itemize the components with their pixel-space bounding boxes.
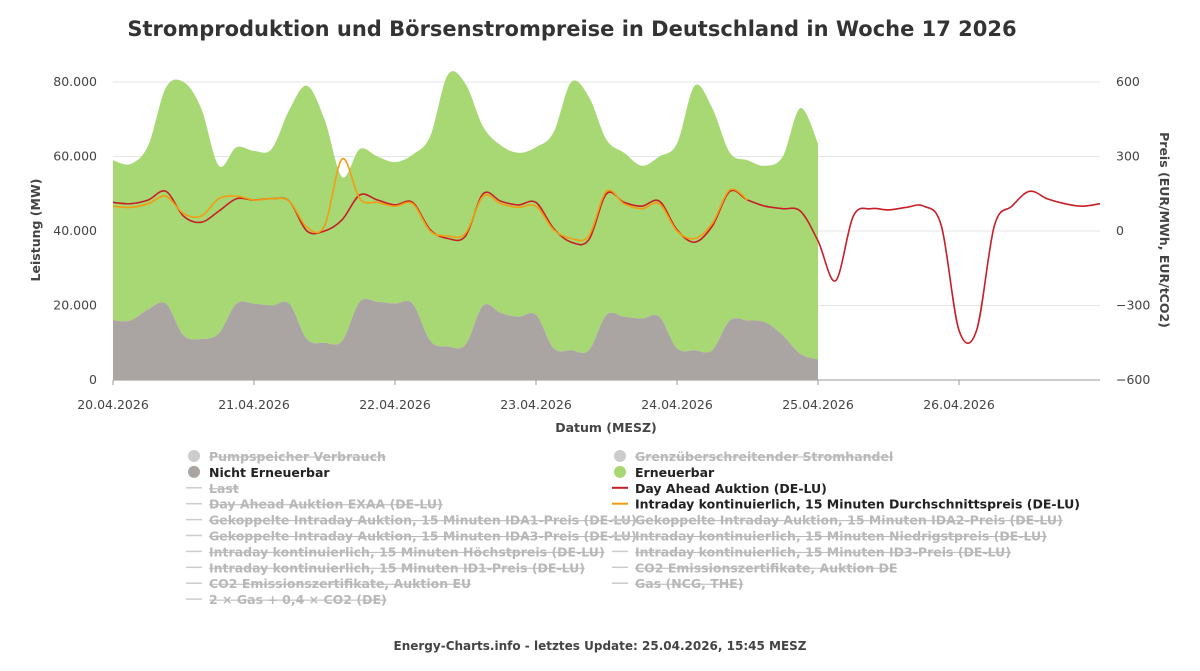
footer-update-info: Energy-Charts.info - letztes Update: 25.…: [394, 639, 807, 653]
chart-title: Stromproduktion und Börsenstrompreise in…: [127, 17, 1016, 41]
legend-dot-icon: [614, 465, 626, 478]
y-tick-label: 0: [89, 372, 97, 387]
legend-item[interactable]: CO2 Emissionszertifikate, Auktion DE: [612, 560, 898, 575]
series-line-intraday: [112, 158, 748, 242]
y-tick-label: 60.000: [53, 149, 97, 164]
y-axis-right-title: Preis (EUR/MWh, EUR/tCO2): [1157, 132, 1172, 328]
legend-item[interactable]: Intraday kontinuierlich, 15 Minuten ID1-…: [186, 560, 586, 575]
series-area-erneuerbar: [113, 71, 818, 360]
legend-item[interactable]: Gekoppelte Intraday Auktion, 15 Minuten …: [612, 513, 1063, 528]
x-tick-label: 20.04.2026: [77, 397, 149, 412]
x-tick-label: 21.04.2026: [218, 397, 290, 412]
legend-label: Nicht Erneuerbar: [209, 465, 330, 480]
legend-label: Intraday kontinuierlich, 15 Minuten Durc…: [635, 497, 1080, 512]
legend-label: Erneuerbar: [635, 465, 715, 480]
x-tick-label: 25.04.2026: [782, 397, 854, 412]
legend-item[interactable]: Intraday kontinuierlich, 15 Minuten ID3-…: [612, 544, 1012, 559]
legend-item[interactable]: Erneuerbar: [614, 465, 715, 480]
area-series: [113, 71, 818, 380]
legend-item[interactable]: Pumpspeicher Verbrauch: [188, 449, 386, 464]
legend-item[interactable]: Grenzüberschreitender Stromhandel: [614, 449, 894, 464]
y-right-tick-label: 600: [1116, 74, 1140, 89]
legend-item[interactable]: Day Ahead Auktion EXAA (DE-LU): [186, 497, 443, 512]
legend-item[interactable]: Gekoppelte Intraday Auktion, 15 Minuten …: [186, 529, 637, 544]
y-right-tick-label: −300: [1116, 298, 1150, 313]
legend-item[interactable]: 2 × Gas + 0,4 × CO2 (DE): [186, 592, 387, 607]
y-right-tick-label: −600: [1116, 372, 1150, 387]
y-right-tick-label: 300: [1116, 149, 1140, 164]
x-tick-label: 23.04.2026: [500, 397, 572, 412]
legend-label: Day Ahead Auktion (DE-LU): [635, 481, 827, 496]
y-tick-label: 20.000: [53, 298, 97, 313]
legend-item[interactable]: Intraday kontinuierlich, 15 Minuten Nied…: [612, 529, 1047, 544]
legend-dot-icon: [614, 450, 626, 462]
legend-item[interactable]: Day Ahead Auktion (DE-LU): [612, 481, 827, 496]
y-axis-title: Leistung (MW): [28, 179, 43, 282]
y-tick-label: 80.000: [53, 74, 97, 89]
x-tick-label: 24.04.2026: [641, 397, 713, 412]
legend-item[interactable]: CO2 Emissionszertifikate, Auktion EU: [186, 576, 472, 591]
legend-dot-icon: [188, 465, 200, 478]
y-tick-label: 40.000: [53, 223, 97, 238]
x-axis-title: Datum (MESZ): [555, 420, 657, 435]
x-tick-label: 22.04.2026: [359, 397, 431, 412]
line-series: [112, 158, 1101, 345]
series-area-nicht-erneuerbar: [113, 298, 818, 380]
legend-item[interactable]: Intraday kontinuierlich, 15 Minuten Durc…: [612, 497, 1080, 512]
legend-item[interactable]: Intraday kontinuierlich, 15 Minuten Höch…: [186, 544, 605, 559]
legend-item[interactable]: Nicht Erneuerbar: [188, 465, 330, 480]
legend-dot-icon: [188, 450, 200, 462]
legend-item[interactable]: Last: [186, 481, 239, 496]
legend-item[interactable]: Gekoppelte Intraday Auktion, 15 Minuten …: [186, 513, 637, 528]
x-tick-label: 26.04.2026: [923, 397, 995, 412]
y-right-tick-label: 0: [1116, 223, 1124, 238]
legend-item[interactable]: Gas (NCG, THE): [612, 576, 744, 591]
axes: 0 −600 20.000 −300 40.000 0 60.000 300 80.000 600…: [53, 74, 1150, 412]
